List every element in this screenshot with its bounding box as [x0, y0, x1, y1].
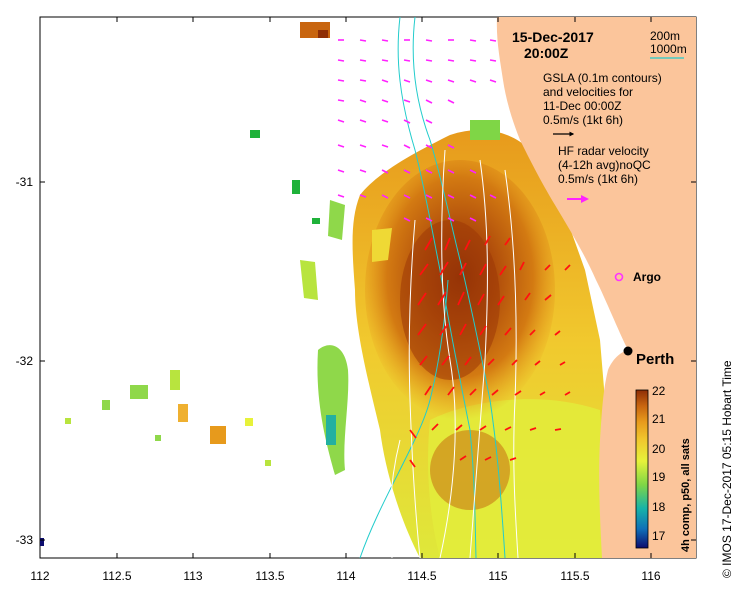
colorbar-ticks: 22 21 20 19 18 17 — [652, 384, 666, 543]
map-time: 20:00Z — [524, 45, 569, 61]
colorbar-tick-label: 19 — [652, 470, 666, 484]
x-tick-labels: 112 112.5 113 113.5 114 114.5 115 115.5 … — [30, 569, 660, 583]
gsla-legend-line1: GSLA (0.1m contours) — [543, 71, 662, 85]
argo-label: Argo — [633, 270, 661, 284]
argo-float-marker — [614, 272, 624, 282]
x-tick-label: 113 — [183, 569, 202, 583]
colorbar-tick-label: 18 — [652, 500, 666, 514]
hf-legend-line1: HF radar velocity — [558, 144, 649, 158]
gsla-legend-scale: 0.5m/s (1kt 6h) — [543, 113, 623, 127]
map-layers — [40, 17, 696, 558]
gsla-velocity-vectors — [409, 235, 571, 468]
y-tick-label: -31 — [16, 175, 34, 189]
x-tick-label: 114 — [336, 569, 355, 583]
x-tick-label: 115 — [488, 569, 507, 583]
x-tick-label: 113.5 — [255, 569, 284, 583]
depth-contours — [359, 17, 506, 558]
x-tick-label: 115.5 — [560, 569, 589, 583]
depth-legend-1000m: 1000m — [650, 42, 687, 56]
depth-legend-200m: 200m — [650, 29, 680, 43]
colorbar-tick-label: 22 — [652, 384, 666, 398]
gsla-legend-line3: 11-Dec 00:00Z — [543, 99, 622, 113]
y-tick-labels: -31 -32 -33 — [16, 175, 34, 547]
hf-legend-scale: 0.5m/s (1kt 6h) — [558, 172, 638, 186]
x-tick-label: 112.5 — [102, 569, 131, 583]
colorbar-tick-label: 21 — [652, 412, 666, 426]
colorbar-tick-label: 20 — [652, 442, 666, 456]
colorbar-label: 4h comp, p50, all sats — [680, 438, 692, 552]
y-tick-label: -33 — [16, 533, 34, 547]
credit-text: © IMOS 17-Dec-2017 05:15 Hobart Time — [720, 360, 734, 578]
x-tick-label: 112 — [30, 569, 49, 583]
perth-marker — [623, 346, 633, 356]
hf-radar-vectors — [337, 39, 497, 222]
gsla-contours — [389, 149, 519, 558]
y-tick-label: -32 — [16, 354, 34, 368]
hf-legend-line2: (4-12h avg)noQC — [558, 158, 651, 172]
axis-ticks — [39, 17, 696, 558]
perth-label: Perth — [636, 351, 674, 368]
map-date: 15-Dec-2017 — [512, 29, 594, 45]
gsla-legend-line2: and velocities for — [543, 85, 633, 99]
x-tick-label: 116 — [641, 569, 660, 583]
x-tick-label: 114.5 — [407, 569, 436, 583]
colorbar — [635, 389, 649, 549]
sst-field — [40, 22, 615, 558]
colorbar-tick-label: 17 — [652, 529, 666, 543]
